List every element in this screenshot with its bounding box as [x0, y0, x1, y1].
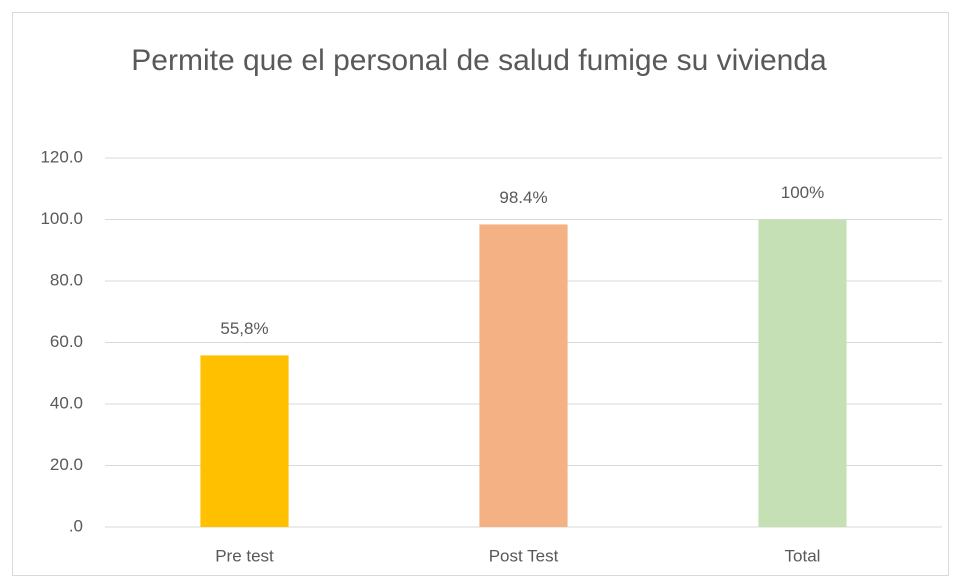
chart-title: Permite que el personal de salud fumige …	[131, 44, 827, 77]
y-tick-label: 120.0	[40, 147, 83, 166]
y-tick-label: .0	[69, 516, 83, 535]
x-tick-label: Pre test	[215, 546, 274, 565]
bar	[758, 219, 847, 527]
y-tick-label: 80.0	[50, 270, 83, 289]
bar	[479, 224, 568, 528]
x-tick-label: Post Test	[489, 546, 559, 565]
data-label: 100%	[781, 183, 824, 202]
chart-frame	[12, 12, 949, 576]
data-label: 55,8%	[220, 319, 268, 338]
y-tick-label: 20.0	[50, 455, 83, 474]
y-tick-label: 100.0	[40, 209, 83, 228]
x-tick-label: Total	[785, 546, 821, 565]
y-tick-label: 60.0	[50, 332, 83, 351]
data-label: 98.4%	[499, 188, 547, 207]
bar	[200, 355, 289, 527]
y-tick-label: 40.0	[50, 393, 83, 412]
